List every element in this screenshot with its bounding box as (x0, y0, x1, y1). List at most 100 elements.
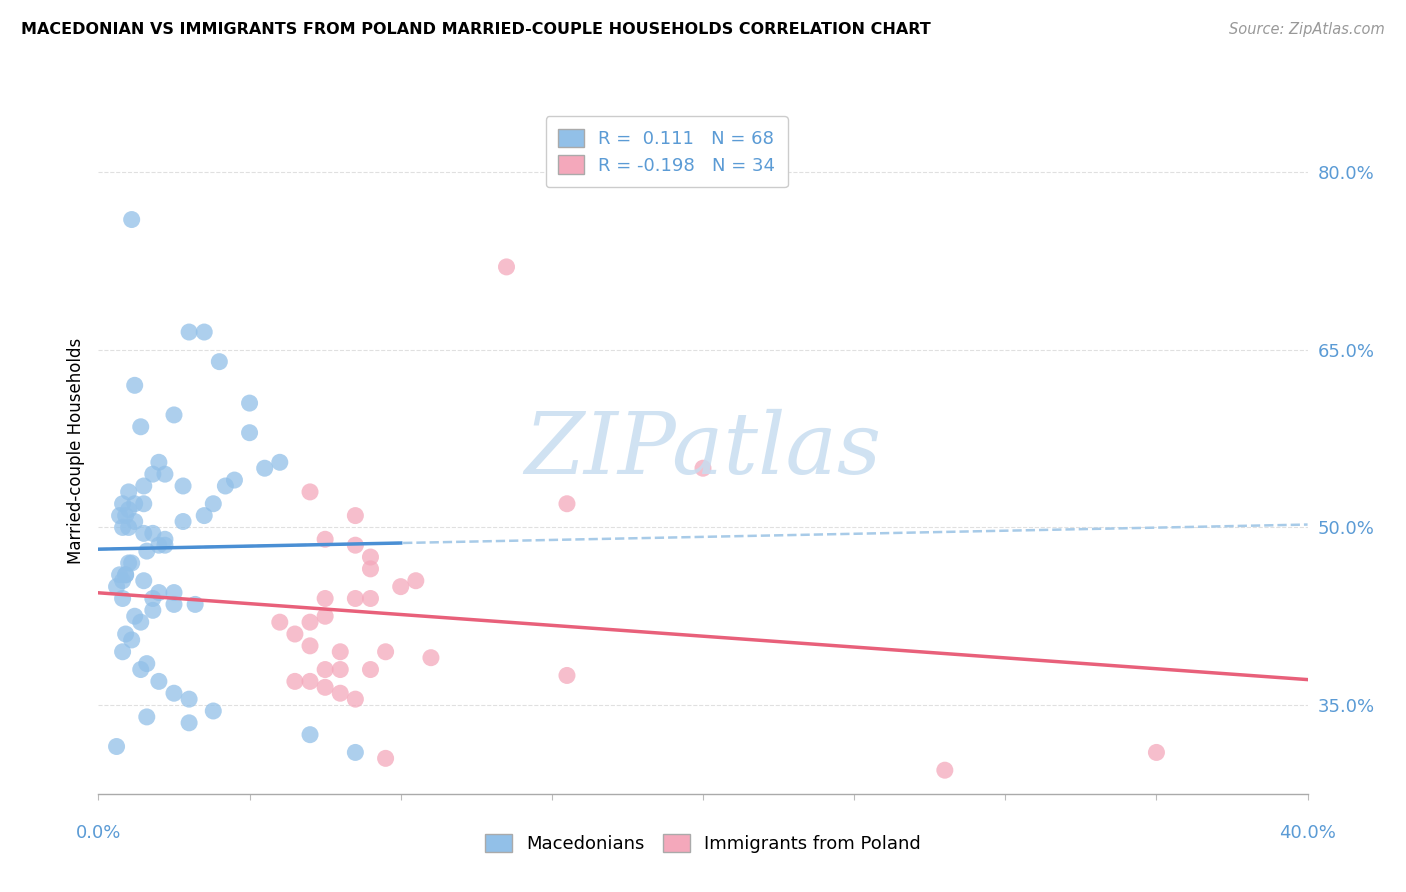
Point (108, 508, 131, 523)
Point (374, 751, 396, 765)
Point (129, 615, 152, 630)
Point (1144, 746, 1167, 760)
Point (177, 692, 201, 706)
Text: MACEDONIAN VS IMMIGRANTS FROM POLAND MARRIED-COUPLE HOUSEHOLDS CORRELATION CHART: MACEDONIAN VS IMMIGRANTS FROM POLAND MAR… (21, 22, 931, 37)
Point (142, 591, 165, 606)
Point (132, 574, 155, 588)
Point (269, 615, 291, 630)
Point (124, 497, 146, 511)
Point (111, 591, 134, 606)
Point (344, 508, 367, 523)
Point (193, 325, 215, 339)
Point (314, 681, 336, 695)
Point (114, 567, 136, 582)
Point (314, 533, 336, 547)
Point (934, 763, 956, 777)
Point (153, 533, 176, 547)
Point (163, 585, 186, 599)
Point (153, 467, 176, 482)
Point (314, 663, 336, 677)
Point (135, 657, 157, 671)
Point (129, 663, 152, 677)
Point (239, 396, 262, 410)
Point (299, 674, 322, 689)
Point (132, 479, 155, 493)
Point (299, 639, 322, 653)
Point (121, 212, 143, 227)
Point (118, 502, 141, 516)
Point (405, 574, 427, 588)
Point (269, 455, 291, 469)
Point (555, 497, 578, 511)
Point (163, 598, 186, 612)
Point (389, 580, 412, 594)
Point (111, 645, 134, 659)
Point (163, 686, 186, 700)
Point (284, 627, 307, 641)
Point (111, 497, 134, 511)
Point (208, 354, 231, 368)
Point (344, 746, 367, 760)
Text: ZIPatlas: ZIPatlas (524, 409, 882, 491)
Point (214, 479, 236, 493)
Point (360, 562, 382, 576)
Point (360, 549, 382, 564)
Point (555, 668, 578, 682)
Text: Source: ZipAtlas.com: Source: ZipAtlas.com (1229, 22, 1385, 37)
Point (153, 538, 176, 552)
Point (177, 325, 201, 339)
Text: 0.0%: 0.0% (76, 824, 121, 842)
Point (177, 715, 201, 730)
Text: 40.0%: 40.0% (1279, 824, 1336, 842)
Point (124, 609, 146, 624)
Point (172, 479, 194, 493)
Point (692, 461, 714, 475)
Point (118, 520, 141, 534)
Point (132, 497, 155, 511)
Point (132, 526, 155, 541)
Y-axis label: Married-couple Households: Married-couple Households (66, 337, 84, 564)
Point (118, 484, 141, 499)
Point (129, 419, 152, 434)
Point (172, 515, 194, 529)
Point (314, 609, 336, 624)
Point (329, 645, 352, 659)
Point (124, 515, 146, 529)
Point (114, 627, 136, 641)
Point (118, 556, 141, 570)
Point (148, 674, 170, 689)
Point (329, 686, 352, 700)
Point (124, 378, 146, 392)
Point (360, 663, 382, 677)
Point (135, 710, 157, 724)
Point (111, 520, 134, 534)
Point (142, 603, 165, 617)
Point (224, 473, 246, 487)
Point (299, 728, 322, 742)
Point (105, 580, 128, 594)
Point (121, 556, 143, 570)
Point (299, 615, 322, 630)
Point (344, 692, 367, 706)
Point (142, 526, 165, 541)
Point (114, 567, 136, 582)
Point (344, 538, 367, 552)
Point (253, 461, 276, 475)
Point (299, 484, 322, 499)
Point (121, 632, 143, 647)
Point (148, 585, 170, 599)
Point (193, 508, 215, 523)
Legend: Macedonians, Immigrants from Poland: Macedonians, Immigrants from Poland (478, 827, 928, 861)
Point (419, 650, 441, 665)
Point (344, 591, 367, 606)
Point (202, 497, 225, 511)
Point (148, 455, 170, 469)
Point (239, 425, 262, 440)
Point (360, 591, 382, 606)
Point (202, 704, 225, 718)
Point (284, 674, 307, 689)
Point (184, 598, 207, 612)
Point (114, 508, 136, 523)
Point (111, 574, 134, 588)
Point (163, 408, 186, 422)
